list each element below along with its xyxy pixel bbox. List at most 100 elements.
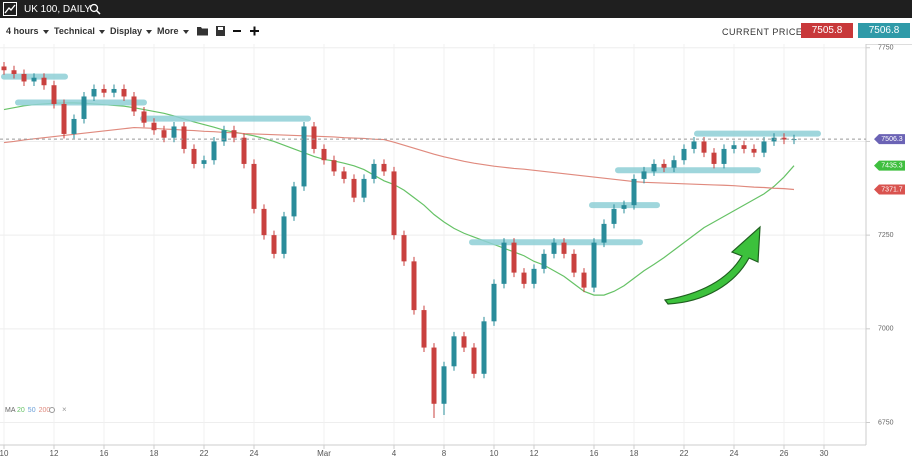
candle-body [211, 141, 217, 161]
candle-body [271, 235, 277, 254]
x-tick-label: 24 [730, 449, 739, 458]
save-icon[interactable] [216, 26, 225, 36]
candle-body [281, 216, 287, 254]
candle-body [591, 242, 597, 288]
x-tick-label: 10 [0, 449, 9, 458]
candle-body [21, 73, 27, 82]
candle-body [611, 208, 617, 224]
ma-legend-item: 20 [17, 407, 25, 414]
candle-body [231, 130, 237, 138]
candle-body [131, 96, 137, 112]
instrument-title: UK 100, DAILY [24, 4, 92, 15]
candle-body [451, 336, 457, 367]
candle-body [301, 126, 307, 187]
x-tick-label: 18 [630, 449, 639, 458]
candle-body [361, 178, 367, 198]
x-tick-label: 10 [490, 449, 499, 458]
candle-body [311, 126, 317, 149]
candle-body [651, 163, 657, 172]
candle-body [111, 88, 117, 93]
candle-body [101, 88, 107, 93]
candle-body [181, 126, 187, 149]
candle-body [71, 118, 77, 134]
x-tick-label: 4 [392, 449, 397, 458]
candle-body [371, 163, 377, 179]
candle-body [161, 130, 167, 138]
candle-body [721, 148, 727, 164]
candle-body [471, 347, 477, 374]
price-tag [874, 184, 905, 195]
candle-body [521, 272, 527, 284]
candle-body [641, 171, 647, 179]
candle-body [191, 148, 197, 164]
x-tick-label: 16 [100, 449, 109, 458]
close-icon[interactable]: × [62, 405, 67, 414]
candle-body [401, 235, 407, 262]
buy-price[interactable]: 7506.8 [858, 23, 910, 38]
zoom-out[interactable] [233, 30, 241, 32]
candle-body [681, 148, 687, 161]
x-tick-label: 16 [590, 449, 599, 458]
ma-legend-item: 200 [39, 407, 51, 414]
candle-body [351, 178, 357, 198]
x-tick-label: 12 [50, 449, 59, 458]
menu-technical[interactable]: Technical [54, 26, 105, 36]
candle-body [701, 141, 707, 153]
price-tag [874, 134, 905, 145]
candle-body [711, 152, 717, 164]
search-icon[interactable] [89, 3, 101, 15]
x-tick-label: 26 [780, 449, 789, 458]
candle-body [171, 126, 177, 138]
x-tick-label: 18 [150, 449, 159, 458]
y-tick-label: 6750 [878, 419, 894, 426]
ma-legend-item: 50 [28, 407, 36, 414]
open-icon[interactable] [197, 27, 208, 36]
candle-body [31, 77, 37, 82]
candle-body [141, 111, 147, 123]
menu-timeframe[interactable]: 4 hours [6, 26, 49, 36]
candle-body [11, 70, 17, 74]
x-tick-label: 22 [200, 449, 209, 458]
toolbar: 4 hours Technical Display More CURRENT P… [0, 18, 912, 45]
price-tag-label: 7435.3 [881, 163, 903, 170]
candle-body [341, 171, 347, 179]
x-tick-label: 8 [442, 449, 447, 458]
candle-body [761, 141, 767, 153]
candle-body [391, 171, 397, 236]
y-tick-label: 7250 [878, 232, 894, 239]
candle-body [501, 242, 507, 284]
candle-body [421, 310, 427, 348]
candle-body [1, 66, 7, 71]
menu-display[interactable]: Display [110, 26, 152, 36]
candle-body [261, 208, 267, 236]
logo [3, 2, 17, 16]
candle-body [251, 163, 257, 209]
candle-body [571, 253, 577, 273]
candle-body [551, 242, 557, 254]
candle-body [581, 272, 587, 288]
candle-body [481, 321, 487, 374]
candle-body [81, 96, 87, 119]
candle-body [431, 347, 437, 404]
candle-body [561, 242, 567, 254]
candle-body [291, 186, 297, 217]
x-tick-label: 24 [250, 449, 259, 458]
ma-line [3, 126, 795, 191]
candle-body [541, 253, 547, 269]
candle-body [661, 163, 667, 168]
candle-body [151, 122, 157, 131]
settings-icon[interactable] [49, 407, 55, 413]
candle-body [461, 336, 467, 348]
candle-body [411, 261, 417, 311]
candle-body [61, 103, 67, 134]
candle-body [381, 163, 387, 172]
candle-body [751, 148, 757, 153]
x-tick-label: 30 [820, 449, 829, 458]
price-tag-label: 7371.7 [881, 186, 903, 193]
tool-icons [197, 26, 259, 36]
candle-body [531, 268, 537, 284]
candle-body [331, 160, 337, 172]
candle-body [121, 88, 127, 97]
sell-price[interactable]: 7505.8 [801, 23, 853, 38]
menu-more[interactable]: More [157, 26, 189, 36]
